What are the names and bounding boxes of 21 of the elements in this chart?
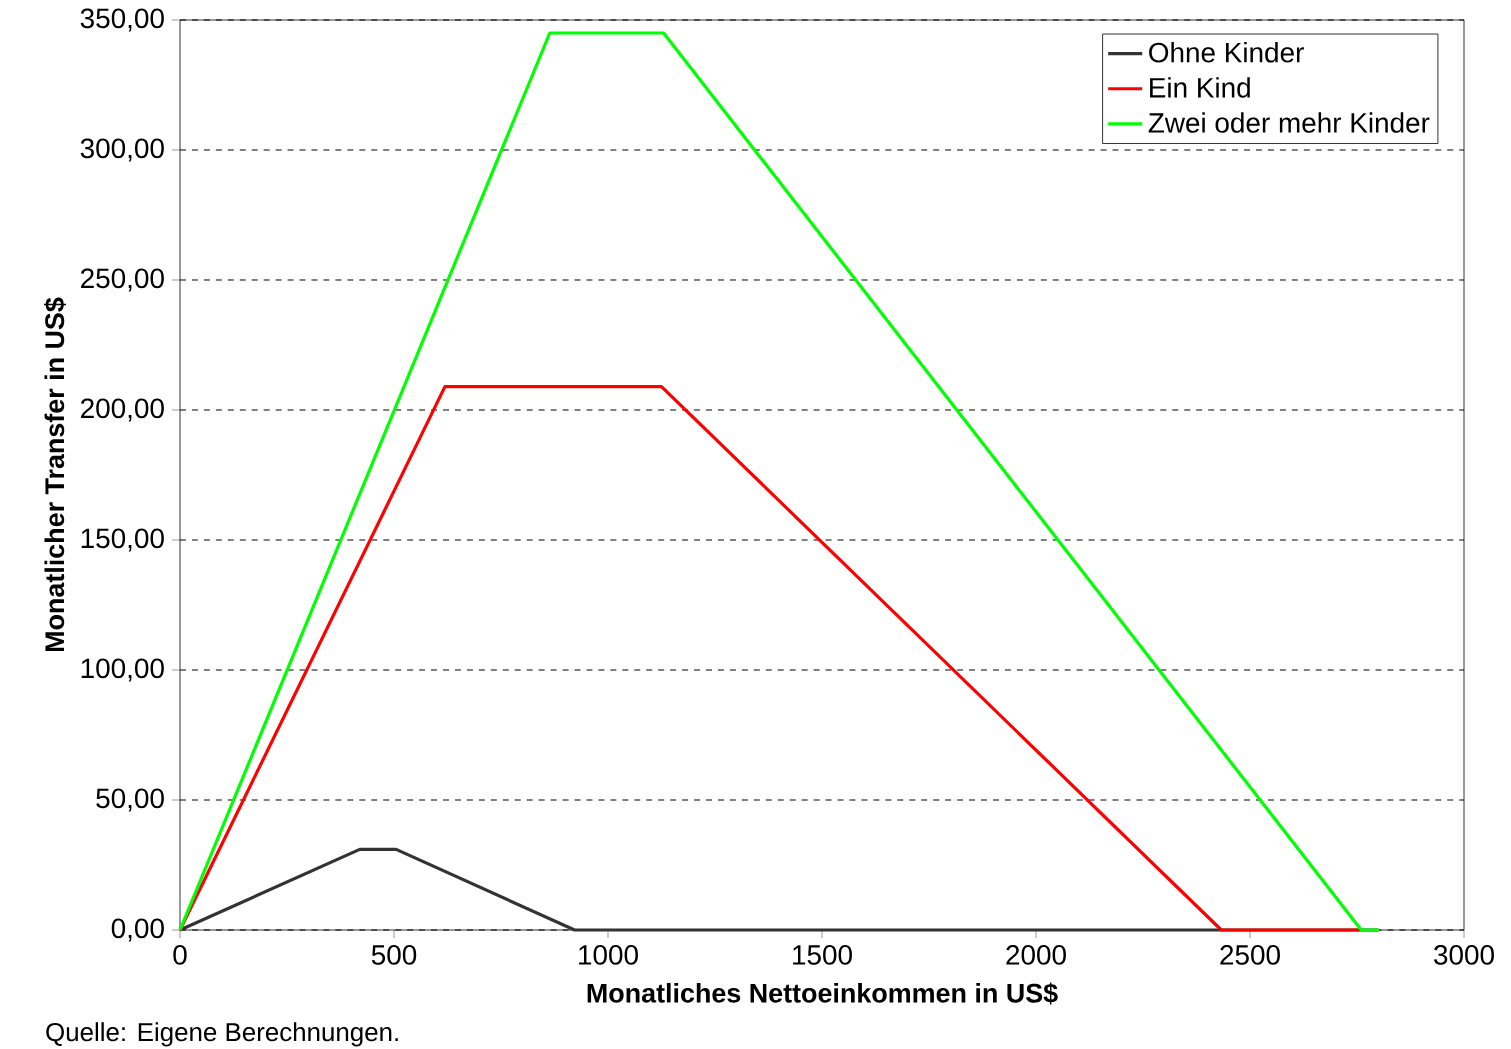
y-axis-title: Monatlicher Transfer in US$ [43,297,66,652]
y-tick-label: 50,00 [96,788,164,812]
y-tick-label: 350,00 [80,8,164,32]
y-tick-label: 200,00 [81,398,164,422]
x-tick-label: 3000 [1434,945,1494,965]
x-tick-label: 1000 [579,945,638,965]
legend-label: Zwei oder mehr Kinder [1148,112,1430,133]
y-tick-label: 300,00 [80,138,164,162]
y-tick-label: 100,00 [81,658,164,682]
x-tick-label: 0 [173,945,187,965]
x-tick-label: 2500 [1220,945,1280,965]
x-axis-title: Monatliches Nettoeinkommen in US$ [587,982,1058,1005]
source-note: Quelle: Eigene Berechnungen. [46,1022,398,1047]
x-tick-label: 1500 [793,945,852,965]
x-tick-label: 2000 [1006,945,1066,965]
y-tick-label: 250,00 [81,268,164,292]
legend-label: Ohne Kinder [1149,42,1304,63]
legend-label: Ein Kind [1150,77,1250,98]
y-tick-label: 150,00 [81,528,164,552]
y-tick-label: 0,00 [111,918,164,942]
x-tick-label: 500 [371,945,417,965]
